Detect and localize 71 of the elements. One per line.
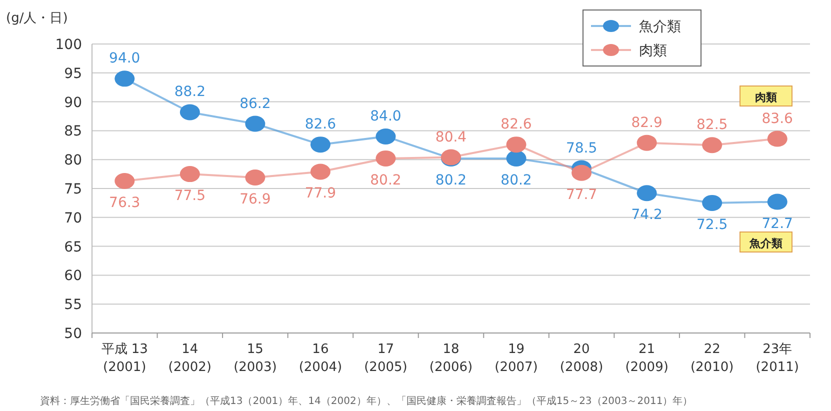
x-tick-label: 19 (2007) [494, 342, 538, 375]
y-tick-label: 75 [64, 182, 82, 198]
point [114, 172, 135, 189]
data-label: 84.0 [370, 108, 402, 124]
data-label: 80.2 [500, 172, 532, 188]
x-tick-label: 21 (2009) [625, 342, 668, 375]
point [180, 104, 200, 120]
x-tick-label: 20 (2008) [560, 342, 604, 375]
y-tick-label: 65 [64, 239, 82, 256]
y-tick-label: 95 [64, 66, 82, 82]
x-tick-label: 15 (2003) [234, 342, 277, 375]
y-tick-label: 90 [64, 94, 82, 111]
point [636, 185, 657, 202]
point [702, 137, 722, 154]
y-tick-label: 80 [64, 152, 82, 169]
point [310, 164, 330, 180]
data-label: 82.5 [696, 117, 728, 134]
data-label: 72.5 [696, 216, 728, 233]
y-axis-title: (g/人・日) [6, 11, 68, 26]
x-tick-label: 14 (2002) [168, 342, 212, 375]
point [245, 170, 266, 186]
data-label: 77.5 [174, 188, 206, 204]
data-label: 80.2 [435, 172, 467, 188]
x-tick-label: 16 (2004) [298, 342, 342, 375]
data-label: 77.7 [566, 186, 598, 203]
annotation: 魚介類 [748, 237, 782, 250]
point [702, 194, 722, 211]
data-label: 83.6 [762, 110, 794, 127]
data-label: 76.9 [240, 192, 271, 208]
point [310, 136, 330, 153]
annotation: 肉類 [755, 91, 777, 104]
data-label: 78.5 [566, 140, 598, 156]
point [767, 194, 788, 210]
x-tick-label: 22 (2010) [690, 342, 734, 375]
data-label: 82.6 [500, 116, 532, 133]
point [114, 70, 135, 87]
x-tick-label: 17 (2005) [364, 342, 408, 375]
point [376, 128, 396, 144]
data-label: 82.9 [631, 114, 662, 131]
y-tick-label: 50 [64, 326, 82, 342]
point [245, 116, 266, 132]
point [636, 134, 657, 151]
note1: 魚介類 [740, 232, 792, 252]
y-tick-label: 70 [64, 210, 82, 226]
x-tick-label: 平成 13 (2001) [101, 342, 148, 375]
legend-label: 肉類 [639, 43, 667, 59]
point [506, 136, 526, 153]
y-tick-label: 55 [64, 297, 82, 314]
data-label: 76.3 [109, 194, 140, 211]
data-label: 80.4 [435, 129, 467, 146]
data-label: 72.7 [762, 216, 793, 232]
x-tick-label: 23年 (2011) [756, 342, 799, 375]
point [376, 150, 396, 166]
point [572, 164, 592, 181]
data-label: 74.2 [631, 207, 662, 224]
data-label: 82.6 [304, 116, 336, 133]
x-tick-label: 18 (2006) [429, 342, 473, 375]
legend-label: 魚介類 [639, 19, 681, 35]
note0: 肉類 [740, 86, 792, 106]
data-label: 80.2 [370, 172, 402, 188]
text: 資料：厚生労働省「国民栄養調査」（平成13（2001）年、14（2002）年）、「国民健康・栄養調査報告」（平成15～23（2003～2011）年） [40, 395, 693, 407]
point [767, 130, 788, 147]
point [180, 166, 200, 182]
data-label: 94.0 [109, 50, 140, 67]
y-tick-label: 100 [55, 37, 82, 53]
y-tick-label: 85 [64, 124, 82, 140]
y-tick-label: 60 [64, 268, 82, 284]
data-label: 86.2 [240, 96, 271, 112]
data-label: 77.9 [304, 186, 336, 202]
point [506, 150, 526, 166]
data-label: 88.2 [174, 84, 206, 100]
